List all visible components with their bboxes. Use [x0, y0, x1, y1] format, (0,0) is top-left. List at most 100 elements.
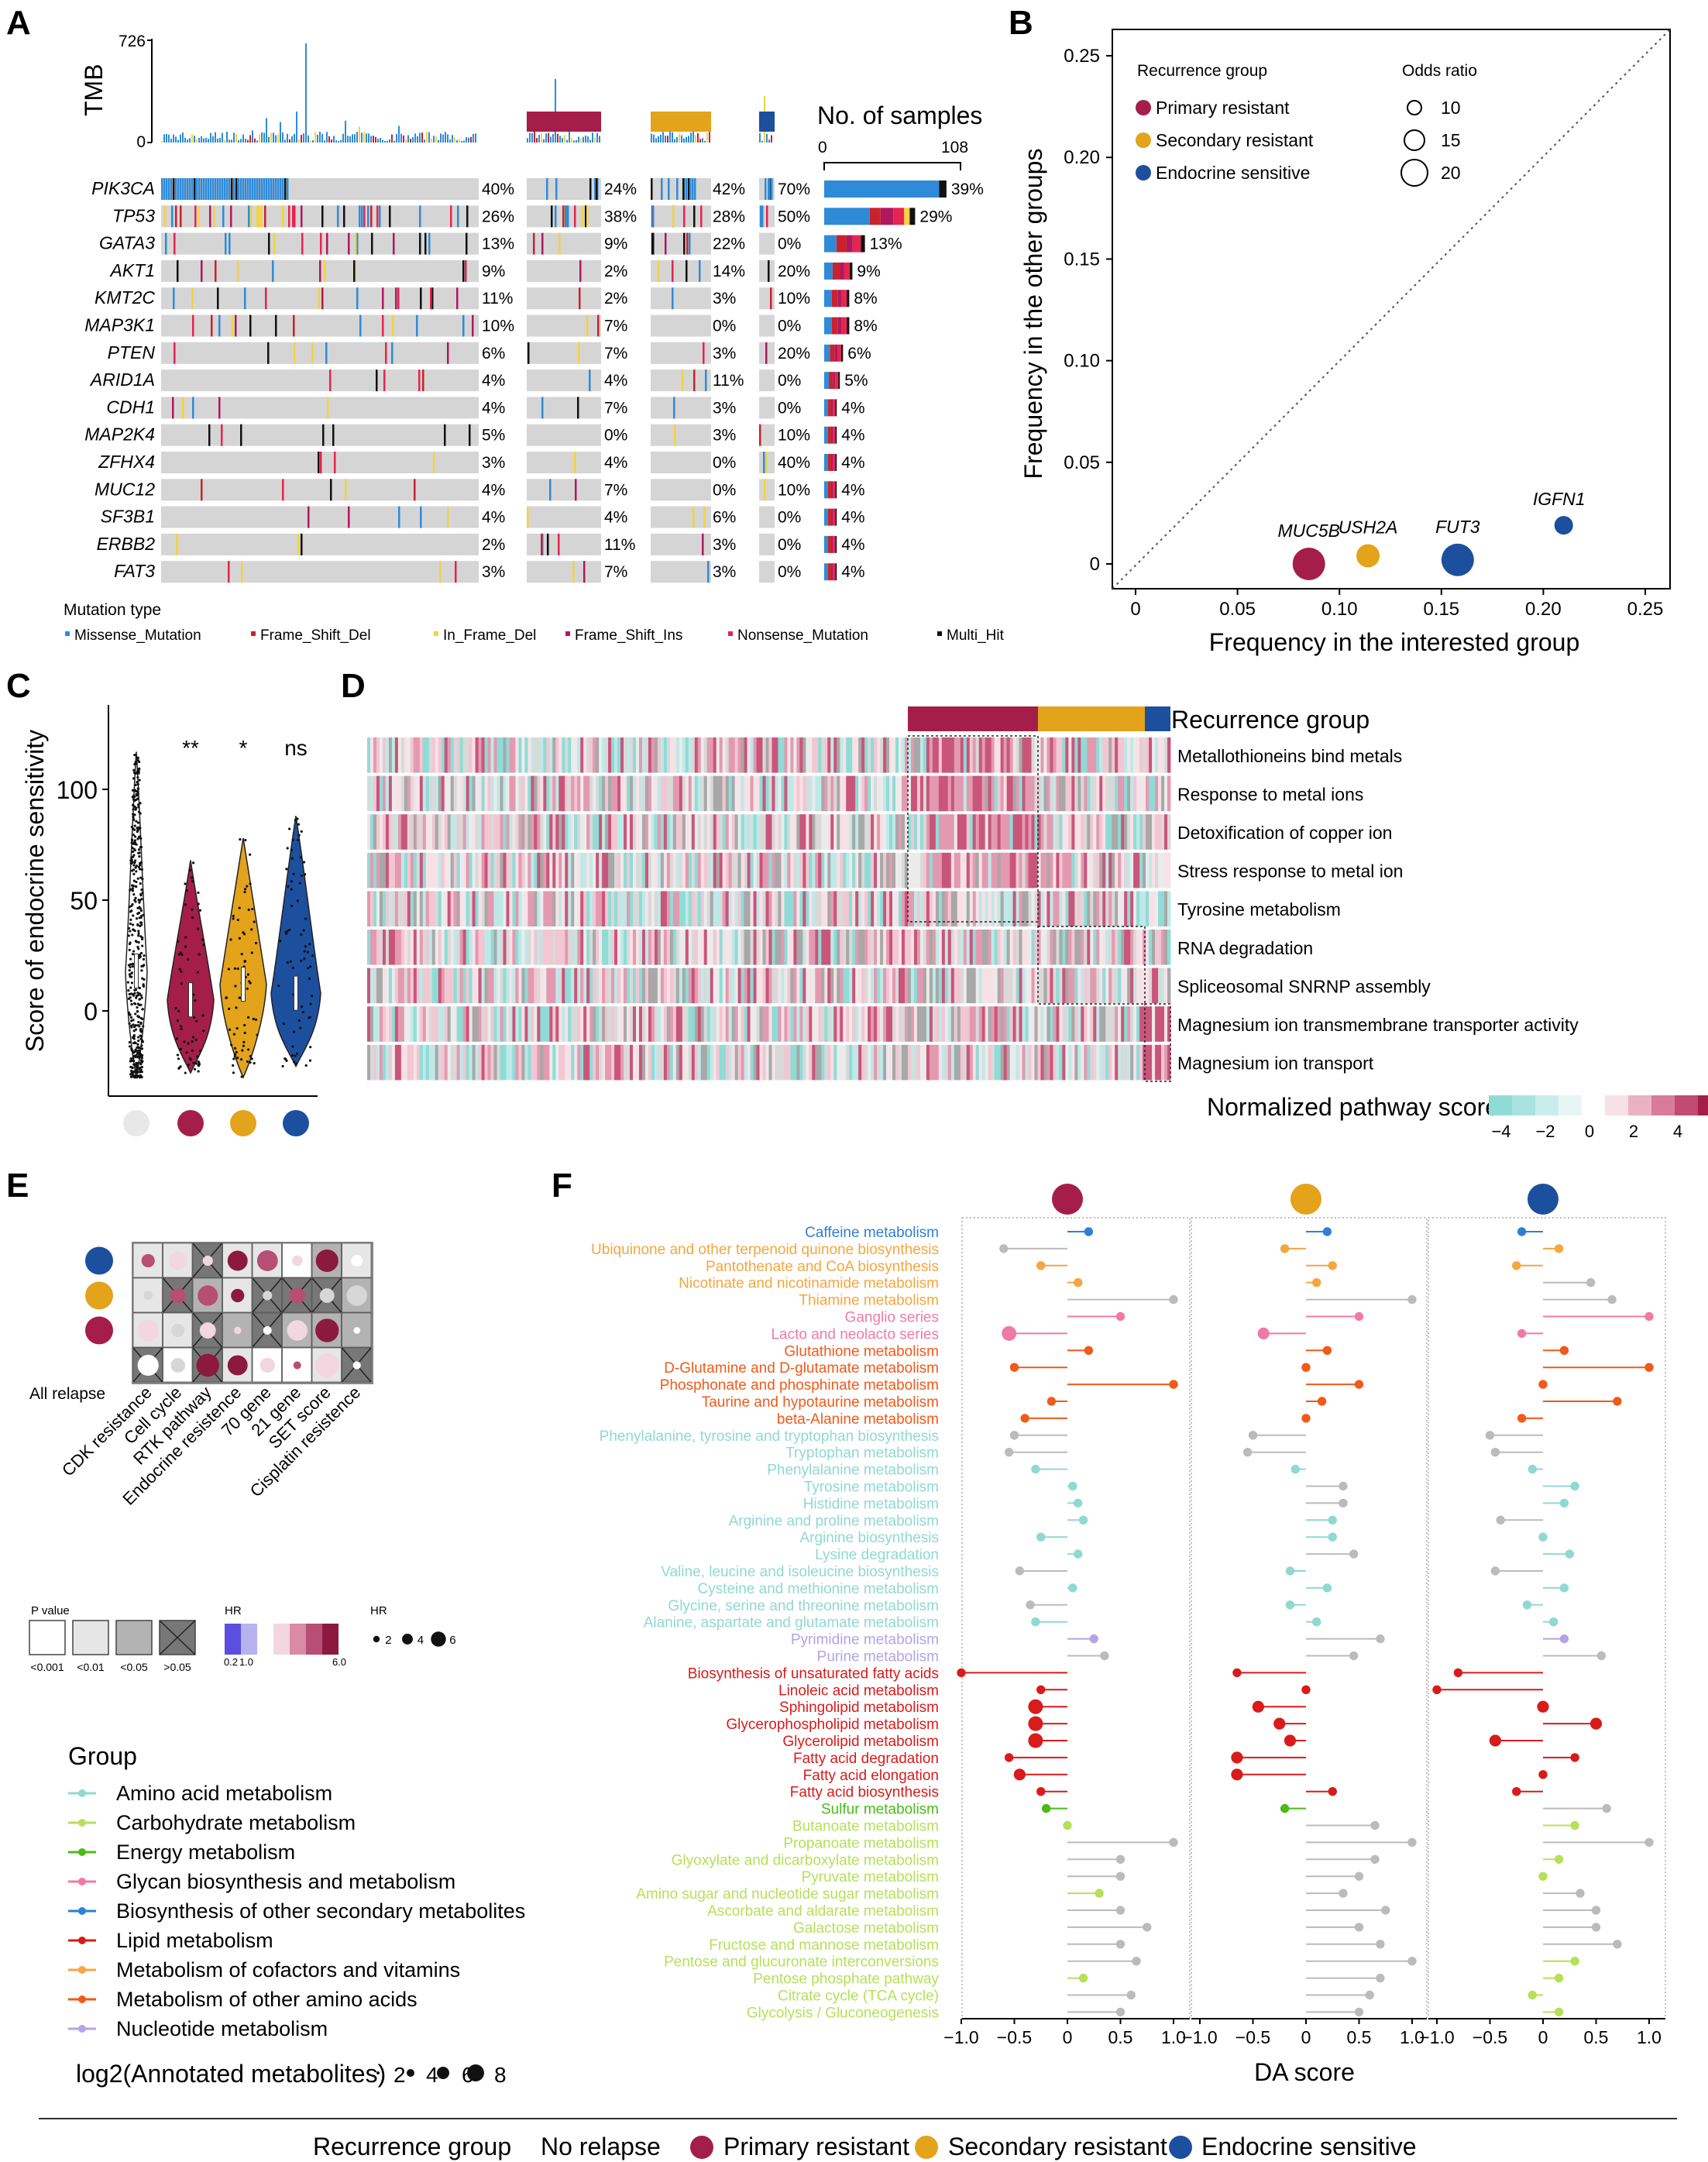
tmb-bar	[405, 139, 407, 143]
mutation-mark	[187, 178, 189, 200]
violin-point	[299, 856, 303, 859]
violin-point	[303, 957, 306, 961]
column-dot-1	[1290, 1184, 1321, 1215]
heatmap-cell	[926, 930, 930, 965]
legend-group-label: Endocrine sensitive	[1156, 163, 1310, 183]
heatmap-cell	[466, 775, 470, 812]
highlight-box	[907, 735, 1039, 923]
tmb-bar	[245, 139, 246, 143]
heatmap-cell	[759, 814, 763, 850]
oncoplot-row-bg	[527, 260, 601, 282]
lollipop-dot	[1009, 1431, 1019, 1440]
heatmap-cell	[868, 775, 871, 812]
hr-size-dot	[402, 1634, 413, 1645]
violin-point	[228, 1028, 232, 1031]
mutation-mark	[456, 287, 459, 310]
heatmap-cell	[991, 930, 995, 965]
grid-bubble	[196, 1353, 219, 1377]
oncoplot-row-bg	[161, 479, 479, 501]
heatmap-cell	[855, 968, 859, 1004]
heatmap-cell	[543, 1006, 547, 1042]
hr-tick: 0.2	[224, 1656, 238, 1668]
x-tick-label: 0.10	[1321, 599, 1358, 620]
heatmap-cell	[599, 1044, 603, 1081]
heatmap-cell	[422, 1044, 427, 1081]
heatmap-cell	[596, 1006, 600, 1042]
heatmap-cell	[466, 891, 470, 926]
violin-point	[131, 1066, 134, 1070]
heatmap-cell	[1139, 930, 1143, 965]
heatmap-cell	[768, 968, 772, 1004]
heatmap-cell	[772, 775, 775, 812]
significance-label: **	[182, 736, 199, 760]
mutation-mark	[376, 205, 379, 228]
heatmap-cell	[932, 1006, 936, 1042]
heatmap-cell	[703, 891, 708, 926]
heatmap-cell	[537, 775, 541, 812]
heatmap-cell	[1164, 968, 1168, 1004]
tmb-bar	[417, 136, 418, 143]
heatmap-cell	[1000, 775, 1005, 812]
heatmap-cell	[447, 1044, 452, 1081]
heatmap-cell	[700, 1006, 705, 1042]
heatmap-cell	[410, 968, 414, 1004]
violin-point	[251, 907, 254, 911]
heatmap-cell	[641, 775, 646, 812]
violin-point	[136, 821, 140, 824]
mutation-mark	[389, 205, 391, 228]
heatmap-cell	[688, 968, 692, 1004]
mutation-mark	[768, 260, 770, 282]
lollipop-dot	[1028, 1716, 1043, 1731]
heatmap-cell	[1155, 968, 1159, 1004]
mutation-mark	[692, 178, 694, 200]
heatmap-cell	[855, 737, 859, 773]
heatmap-cell	[978, 814, 983, 850]
heatmap-cell	[750, 968, 754, 1004]
heatmap-cell	[447, 814, 452, 850]
heatmap-cell	[728, 852, 733, 889]
heatmap-cell	[500, 852, 503, 889]
heatmap-cell	[916, 852, 921, 889]
group-legend-dot	[78, 1907, 86, 1915]
heatmap-cell	[902, 775, 906, 812]
heatmap-cell	[1081, 1006, 1084, 1042]
total-bar-segment	[824, 317, 832, 335]
heatmap-cell	[397, 891, 402, 926]
heatmap-cell	[518, 775, 522, 812]
heatmap-cell	[475, 1044, 479, 1081]
violin-point	[131, 887, 134, 890]
pathway-label: Pentose phosphate pathway	[753, 1971, 939, 1988]
violin-point	[132, 884, 135, 887]
heatmap-cell	[400, 814, 405, 850]
legend-group-dot	[1136, 100, 1151, 115]
heatmap-cell	[627, 737, 631, 773]
lollipop-dot	[1538, 1532, 1548, 1542]
heatmap-cell	[916, 930, 921, 965]
heatmap-cell	[469, 930, 473, 965]
lollipop-dot	[1517, 1328, 1527, 1339]
total-bar-segment	[835, 454, 837, 471]
heatmap-cell	[1028, 775, 1032, 812]
heatmap-cell	[907, 775, 912, 812]
violin-point	[139, 845, 143, 849]
heatmap-cell	[431, 891, 436, 926]
heatmap-cell	[624, 1044, 627, 1081]
lollipop-dot	[1554, 1854, 1564, 1864]
heatmap-cell	[960, 891, 964, 926]
heatmap-cell	[614, 930, 618, 965]
gene-label: SF3B1	[101, 507, 155, 527]
heatmap-cell	[877, 737, 881, 773]
mutation-mark	[245, 178, 247, 200]
violin-point	[184, 903, 187, 906]
violin-point	[227, 968, 230, 971]
tmb-bar	[655, 138, 657, 143]
heatmap-cell	[741, 814, 744, 850]
heatmap-cell	[781, 930, 785, 965]
row-dot-0	[85, 1246, 113, 1275]
pathway-label: Citrate cycle (TCA cycle)	[778, 1988, 939, 2005]
heatmap-cell	[1167, 814, 1171, 850]
violin-point	[176, 1054, 180, 1057]
heatmap-cell	[812, 968, 816, 1004]
heatmap-cell	[895, 968, 899, 1004]
violin-point	[129, 957, 132, 961]
